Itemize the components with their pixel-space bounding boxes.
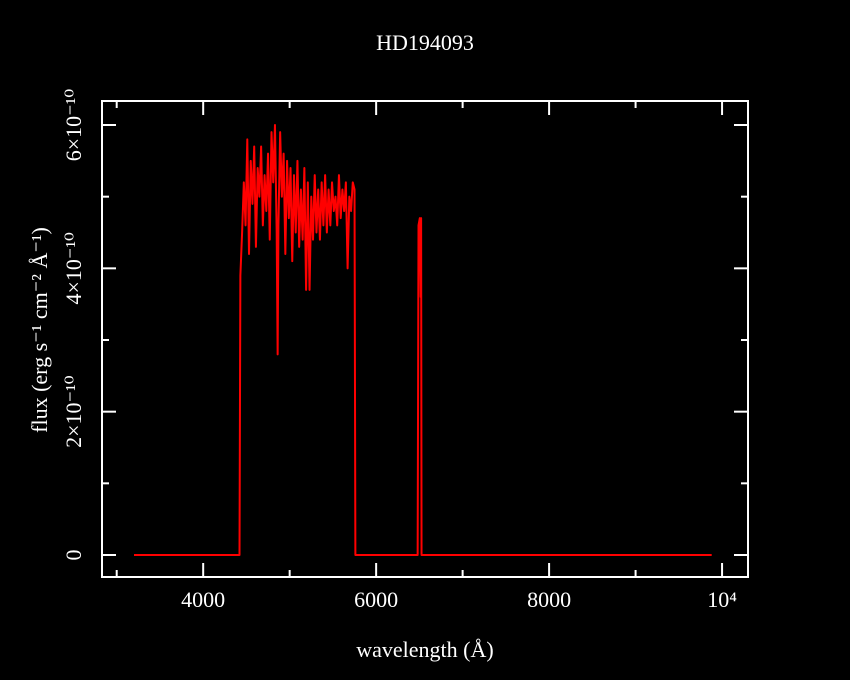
y-axis-label: flux (erg s⁻¹ cm⁻² Å⁻¹) xyxy=(27,227,52,433)
y-tick-label: 6×10⁻¹⁰ xyxy=(61,89,86,162)
x-tick-label: 6000 xyxy=(354,587,398,612)
y-tick-label: 4×10⁻¹⁰ xyxy=(61,232,86,305)
x-axis-label: wavelength (Å) xyxy=(356,637,493,662)
x-tick-label: 10⁴ xyxy=(707,587,737,612)
x-tick-label: 4000 xyxy=(181,587,225,612)
y-tick-label: 2×10⁻¹⁰ xyxy=(61,375,86,448)
x-tick-label: 8000 xyxy=(527,587,571,612)
chart-title: HD194093 xyxy=(376,30,474,55)
spectrum-line xyxy=(134,124,712,556)
plot-frame xyxy=(101,100,749,578)
y-tick-label: 0 xyxy=(61,549,86,560)
